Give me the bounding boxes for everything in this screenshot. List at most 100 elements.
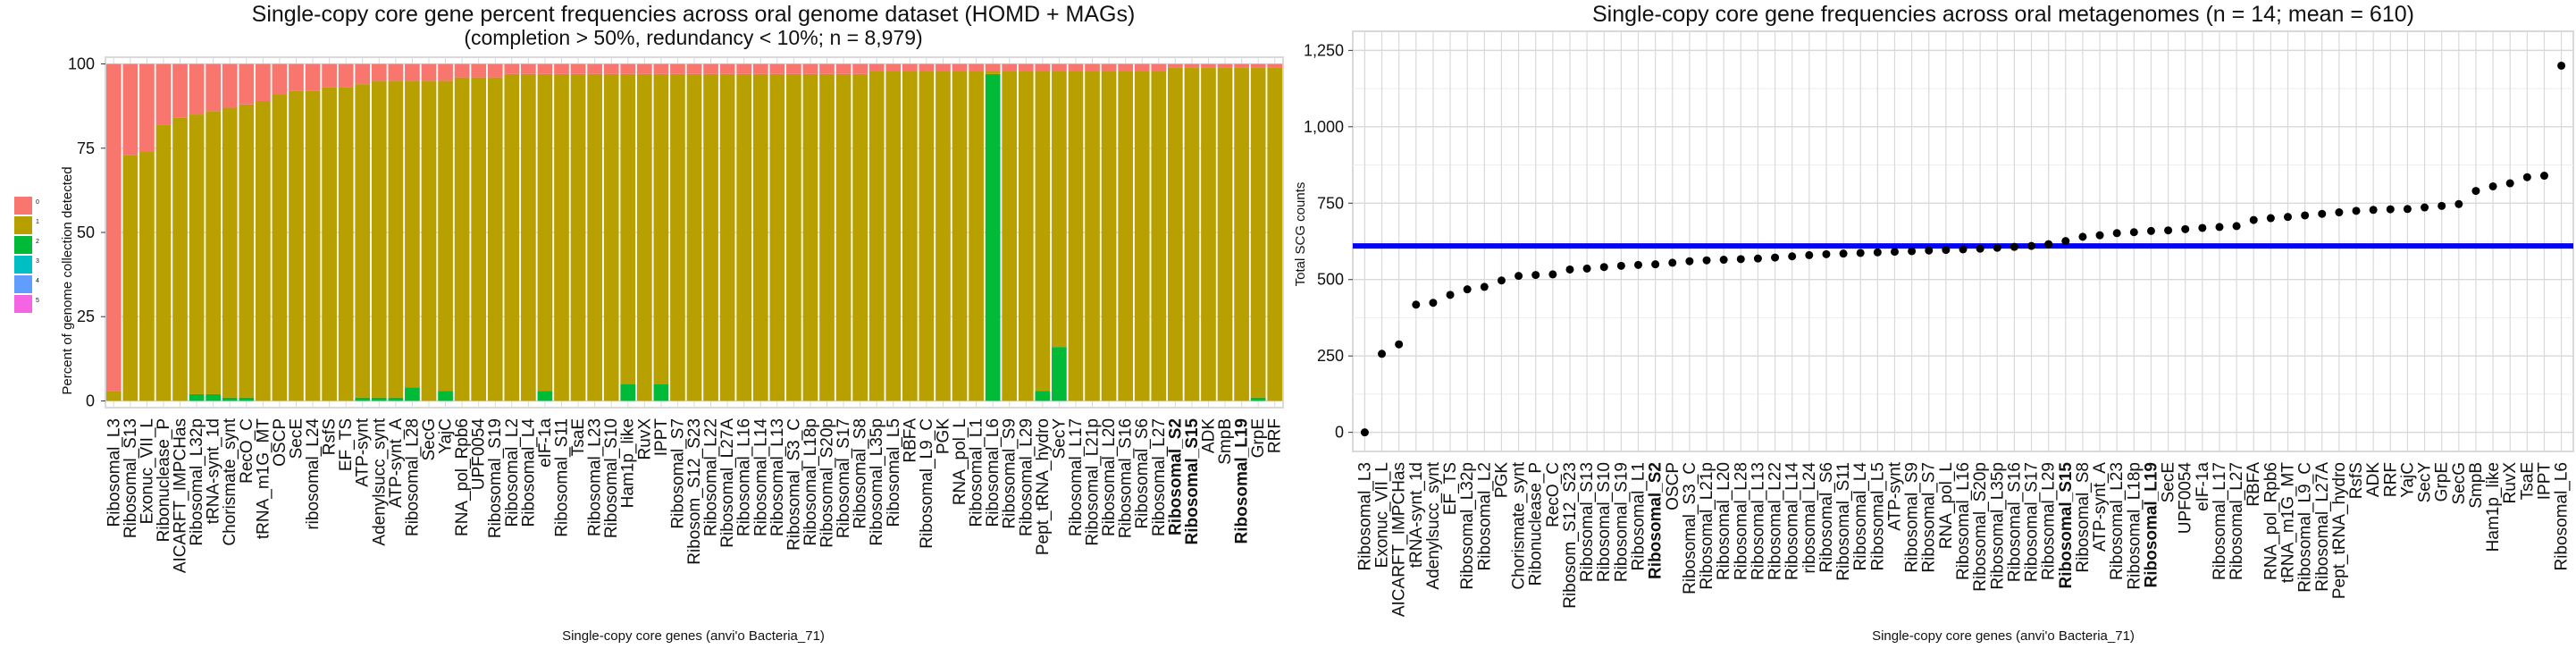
scatter-point xyxy=(1839,249,1848,258)
bar-segment-0 xyxy=(835,63,852,74)
bar-segment-0 xyxy=(322,63,337,88)
bar-segment-0 xyxy=(421,63,437,81)
left-x-tick-label: tRNA_m1G_MT xyxy=(254,418,273,540)
bar-segment-2 xyxy=(985,73,1001,401)
bar-segment-0 xyxy=(1234,63,1249,68)
bar-segment-1 xyxy=(1085,71,1100,401)
bar-segment-0 xyxy=(1118,63,1134,72)
bar-segment-0 xyxy=(1085,63,1100,72)
bar-segment-1 xyxy=(769,73,785,401)
right-x-tick-label: Ribosomal_S19 xyxy=(1612,462,1631,582)
left-x-tick-label: Ribosomal_L4 xyxy=(519,418,538,527)
bar-segment-1 xyxy=(1267,67,1283,401)
bar-segment-1 xyxy=(139,151,155,401)
bar-segment-1 xyxy=(868,71,885,401)
scatter-point xyxy=(2421,203,2429,212)
left-x-tick-label: RuvX xyxy=(635,418,654,460)
left-x-tick-label: tRNA-synt_1d xyxy=(205,418,223,524)
left-x-tick-label: Ribosomal_L13 xyxy=(768,418,787,536)
scatter-point xyxy=(1395,340,1404,349)
left-x-tick-label: RNA_pol_Rpb6 xyxy=(453,418,472,536)
scatter-point xyxy=(1702,256,1711,265)
left-x-tick-label: EF_TS xyxy=(337,418,356,471)
bar-segment-1 xyxy=(371,80,387,398)
scatter-point xyxy=(2232,222,2241,231)
legend-swatch-0 xyxy=(14,197,32,215)
right-x-tick-label: EF_TS xyxy=(1441,462,1460,515)
right-y-axis-label: Total SCG counts xyxy=(1293,182,1308,287)
scatter-point xyxy=(2352,206,2361,215)
left-x-tick-label: SmpB xyxy=(1216,418,1235,465)
right-x-tick-label: Ribonuclease_P xyxy=(1527,462,1546,586)
bar-segment-1 xyxy=(388,80,404,398)
left-y-axis-label: Percent of genome collection detected xyxy=(60,166,75,394)
right-x-tick-label: Ribosomal_L2 xyxy=(1475,462,1494,570)
bar-segment-1 xyxy=(554,73,569,401)
legend-swatch-3 xyxy=(14,256,32,274)
bar-segment-2 xyxy=(355,397,371,401)
bar-segment-0 xyxy=(902,63,918,72)
bar-segment-0 xyxy=(769,63,785,74)
right-y-tick-label: 0 xyxy=(1335,424,1344,442)
left-x-tick-label: Ribosomal_L14 xyxy=(751,418,770,536)
right-y-tick-label: 1,000 xyxy=(1304,118,1344,136)
left-x-tick-label: Ribosomal_L1 xyxy=(968,418,986,527)
bar-segment-2 xyxy=(371,397,387,401)
right-x-tick-label: RNA_pol_Rpb6 xyxy=(2261,462,2280,580)
bar-segment-1 xyxy=(454,77,470,401)
bar-segment-1 xyxy=(122,155,138,401)
bar-segment-0 xyxy=(587,63,602,74)
scatter-point xyxy=(1942,246,1951,255)
left-x-tick-label: RecO_C xyxy=(238,418,256,484)
bar-segment-2 xyxy=(189,393,205,401)
scatter-point xyxy=(1582,264,1591,273)
right-y-tick-label: 500 xyxy=(1317,271,1344,289)
left-x-tick-label: Ribosomal_S13 xyxy=(122,418,140,538)
left-x-tick-label: ATP-synt_A xyxy=(387,418,406,508)
left-x-tick-label: TsaE xyxy=(569,418,588,456)
right-x-tick-label: Ribosomal_L3 xyxy=(1355,462,1374,570)
left-x-tick-label: eIF-1a xyxy=(536,418,555,468)
left-x-tick-label: Ribosomal_L32p xyxy=(188,418,206,546)
scatter-point xyxy=(2249,215,2258,224)
left-x-tick-label: Ham1p_like xyxy=(619,418,638,508)
left-y-tick-label: 0 xyxy=(86,392,95,409)
bar-segment-0 xyxy=(852,63,868,74)
bar-segment-1 xyxy=(1134,71,1150,401)
left-x-tick-label: OSCP xyxy=(271,418,289,467)
bar-segment-1 xyxy=(686,73,702,401)
bar-segment-0 xyxy=(471,63,487,78)
bar-segment-0 xyxy=(172,63,188,118)
left-x-tick-label: Ribosomal_S7 xyxy=(668,418,687,529)
right-x-tick-label: IPPT xyxy=(2535,462,2554,501)
right-x-tick-label: Ham1p_like xyxy=(2484,462,2503,552)
bar-segment-1 xyxy=(172,117,188,401)
bar-segment-1 xyxy=(819,73,835,401)
scatter-point xyxy=(1531,271,1540,280)
bar-segment-0 xyxy=(521,63,536,74)
left-y-tick-label: 50 xyxy=(77,223,95,241)
bar-segment-2 xyxy=(1250,397,1266,401)
bar-segment-1 xyxy=(438,80,453,392)
left-x-tick-label: Ribosom_S12_S23 xyxy=(685,418,704,565)
bar-segment-0 xyxy=(1052,63,1067,72)
left-x-tick-label: Ribosomal_S9 xyxy=(1001,418,1019,529)
bar-segment-0 xyxy=(786,63,801,74)
scatter-point xyxy=(1753,254,1762,263)
scatter-point xyxy=(1599,263,1608,272)
bar-segment-0 xyxy=(189,63,205,115)
left-x-tick-label: Ribosomal_L28 xyxy=(403,418,422,536)
bar-segment-1 xyxy=(1002,71,1018,401)
left-x-tick-label: Ribosomal_L9_C xyxy=(918,418,936,549)
bar-segment-2 xyxy=(438,391,453,401)
left-x-tick-label: IPPT xyxy=(652,418,671,457)
bar-segment-0 xyxy=(653,63,669,74)
bar-segment-0 xyxy=(289,63,304,91)
bar-segment-0 xyxy=(155,63,172,125)
right-x-tick-label: Adenylsucc_synt xyxy=(1424,461,1443,589)
scatter-point xyxy=(2284,213,2293,222)
legend-label: 4 xyxy=(36,278,39,284)
bar-segment-0 xyxy=(1151,63,1167,72)
left-y-tick-label: 100 xyxy=(68,55,95,73)
